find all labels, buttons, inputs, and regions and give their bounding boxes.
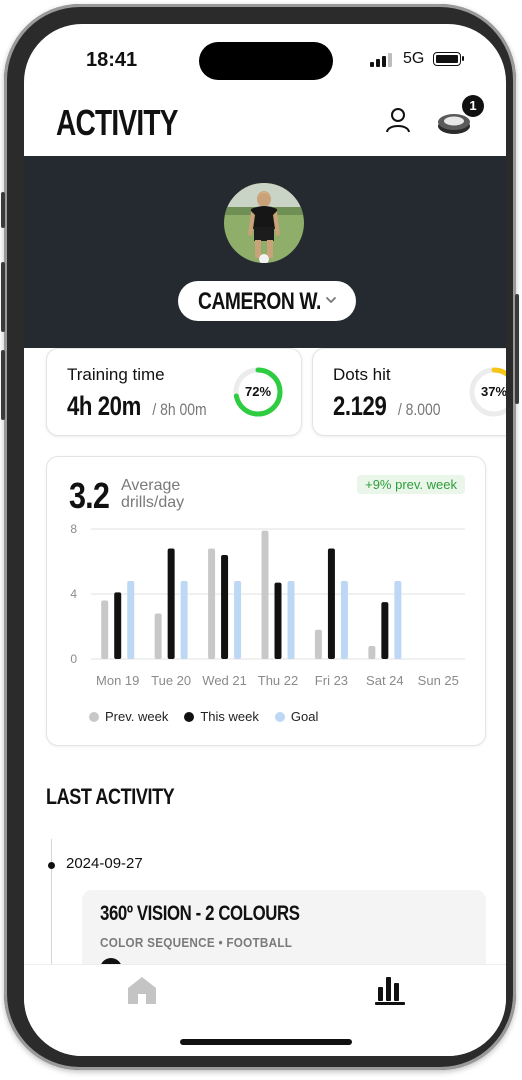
bar-prev-week bbox=[261, 530, 269, 659]
battery-icon bbox=[433, 52, 464, 66]
dots-hit-card[interactable]: Dots hit 2.129 / 8.000 37% bbox=[312, 348, 506, 436]
profile-name: CAMERON W. bbox=[198, 288, 321, 315]
x-tick-label: Mon 19 bbox=[96, 673, 139, 688]
bar-goal bbox=[394, 581, 402, 659]
x-tick-label: Tue 20 bbox=[151, 673, 191, 688]
last-activity-title: LAST ACTIVITY bbox=[46, 784, 175, 809]
bar-prev-week bbox=[314, 629, 322, 659]
legend-item: Prev. week bbox=[89, 709, 168, 724]
notification-badge: 1 bbox=[462, 95, 484, 117]
training-time-value: 4h 20m / 8h 00m bbox=[67, 391, 207, 421]
x-tick-label: Sat 24 bbox=[366, 673, 404, 688]
average-label: Average drills/day bbox=[121, 477, 185, 511]
timeline-dot bbox=[48, 862, 55, 869]
bar-goal bbox=[234, 581, 242, 659]
avatar[interactable] bbox=[224, 183, 304, 263]
profile-hero: CAMERON W. bbox=[24, 156, 506, 348]
timeline-line bbox=[51, 839, 52, 999]
x-tick-label: Sun 25 bbox=[418, 673, 459, 688]
volume-up-button bbox=[1, 262, 5, 332]
x-tick-label: Fri 23 bbox=[315, 673, 348, 688]
legend-item: This week bbox=[184, 709, 259, 724]
activity-date: 2024-09-27 bbox=[66, 855, 143, 872]
average-value: 3.2 bbox=[69, 475, 110, 516]
bar-goal bbox=[180, 581, 188, 659]
dots-hit-value: 2.129 / 8.000 bbox=[333, 391, 441, 421]
device-icon[interactable] bbox=[436, 102, 476, 138]
legend-label: This week bbox=[200, 709, 259, 724]
action-button bbox=[1, 192, 5, 228]
y-tick-label: 8 bbox=[70, 522, 77, 536]
bar-this-week bbox=[167, 548, 175, 659]
bar-goal bbox=[287, 581, 295, 659]
volume-down-button bbox=[1, 350, 5, 420]
signal-icon bbox=[370, 53, 396, 67]
bar-goal bbox=[127, 581, 135, 659]
training-time-goal: / 8h 00m bbox=[152, 400, 207, 419]
legend-label: Prev. week bbox=[105, 709, 169, 724]
status-bar: 18:41 5G bbox=[24, 24, 506, 94]
bar-this-week bbox=[274, 582, 282, 659]
x-tick-label: Thu 22 bbox=[258, 673, 298, 688]
bar-prev-week bbox=[154, 613, 162, 659]
app-header: ACTIVITY 1 bbox=[24, 94, 506, 156]
bar-this-week bbox=[381, 602, 389, 659]
drills-chart-card: 3.2 Average drills/day +9% prev. week 8 4… bbox=[46, 456, 486, 746]
tab-bar bbox=[24, 964, 506, 1056]
legend-dot bbox=[184, 712, 195, 722]
training-time-card[interactable]: Training time 4h 20m / 8h 00m 72% bbox=[46, 348, 302, 436]
power-button bbox=[515, 294, 519, 404]
chevron-down-icon bbox=[324, 293, 338, 307]
legend-dot bbox=[274, 712, 285, 722]
home-icon[interactable] bbox=[124, 973, 160, 1007]
bar-chart-icon[interactable] bbox=[372, 973, 408, 1007]
y-tick-label: 4 bbox=[70, 587, 77, 601]
activity-title: 360º VISION - 2 COLOURS bbox=[100, 902, 300, 925]
dynamic-island bbox=[199, 42, 333, 80]
training-time-label: Training time bbox=[67, 365, 165, 384]
y-tick-label: 0 bbox=[70, 652, 77, 666]
dots-hit-label: Dots hit bbox=[333, 365, 391, 384]
dots-hit-progress-ring: 37% bbox=[467, 365, 506, 419]
bar-prev-week bbox=[368, 646, 376, 659]
legend-item: Goal bbox=[274, 709, 319, 724]
profile-selector[interactable]: CAMERON W. bbox=[178, 281, 356, 321]
bar-goal bbox=[340, 581, 348, 659]
bar-this-week bbox=[327, 548, 335, 659]
status-time: 18:41 bbox=[86, 49, 138, 71]
phone-frame: 18:41 5G ACTIVITY bbox=[1, 4, 519, 1070]
x-tick-label: Wed 21 bbox=[202, 673, 247, 688]
training-time-percent: 72% bbox=[244, 384, 272, 399]
network-type: 5G bbox=[403, 50, 425, 67]
legend-dot bbox=[89, 712, 99, 722]
delta-badge: +9% prev. week bbox=[357, 475, 465, 494]
user-icon[interactable] bbox=[382, 104, 414, 136]
training-time-progress-ring: 72% bbox=[231, 365, 285, 419]
bar-chart: 8 4 0 Mon 19 Tue 20 Wed 21 Thu 22 Fri 23 Sat 24 S… bbox=[70, 522, 465, 688]
bar-prev-week bbox=[101, 600, 109, 659]
home-indicator bbox=[180, 1039, 352, 1045]
bar-prev-week bbox=[208, 548, 216, 659]
chart-legend: Prev. week This week Goal bbox=[89, 709, 334, 724]
bar-this-week bbox=[114, 592, 122, 659]
dots-hit-percent: 37% bbox=[480, 384, 506, 399]
dots-hit-goal: / 8.000 bbox=[397, 400, 441, 419]
activity-subtitle: COLOR SEQUENCE • FOOTBALL bbox=[100, 935, 293, 950]
page-title: ACTIVITY bbox=[56, 102, 178, 143]
legend-label: Goal bbox=[290, 709, 319, 724]
screen: 18:41 5G ACTIVITY bbox=[24, 24, 506, 1056]
bar-this-week bbox=[221, 555, 229, 659]
